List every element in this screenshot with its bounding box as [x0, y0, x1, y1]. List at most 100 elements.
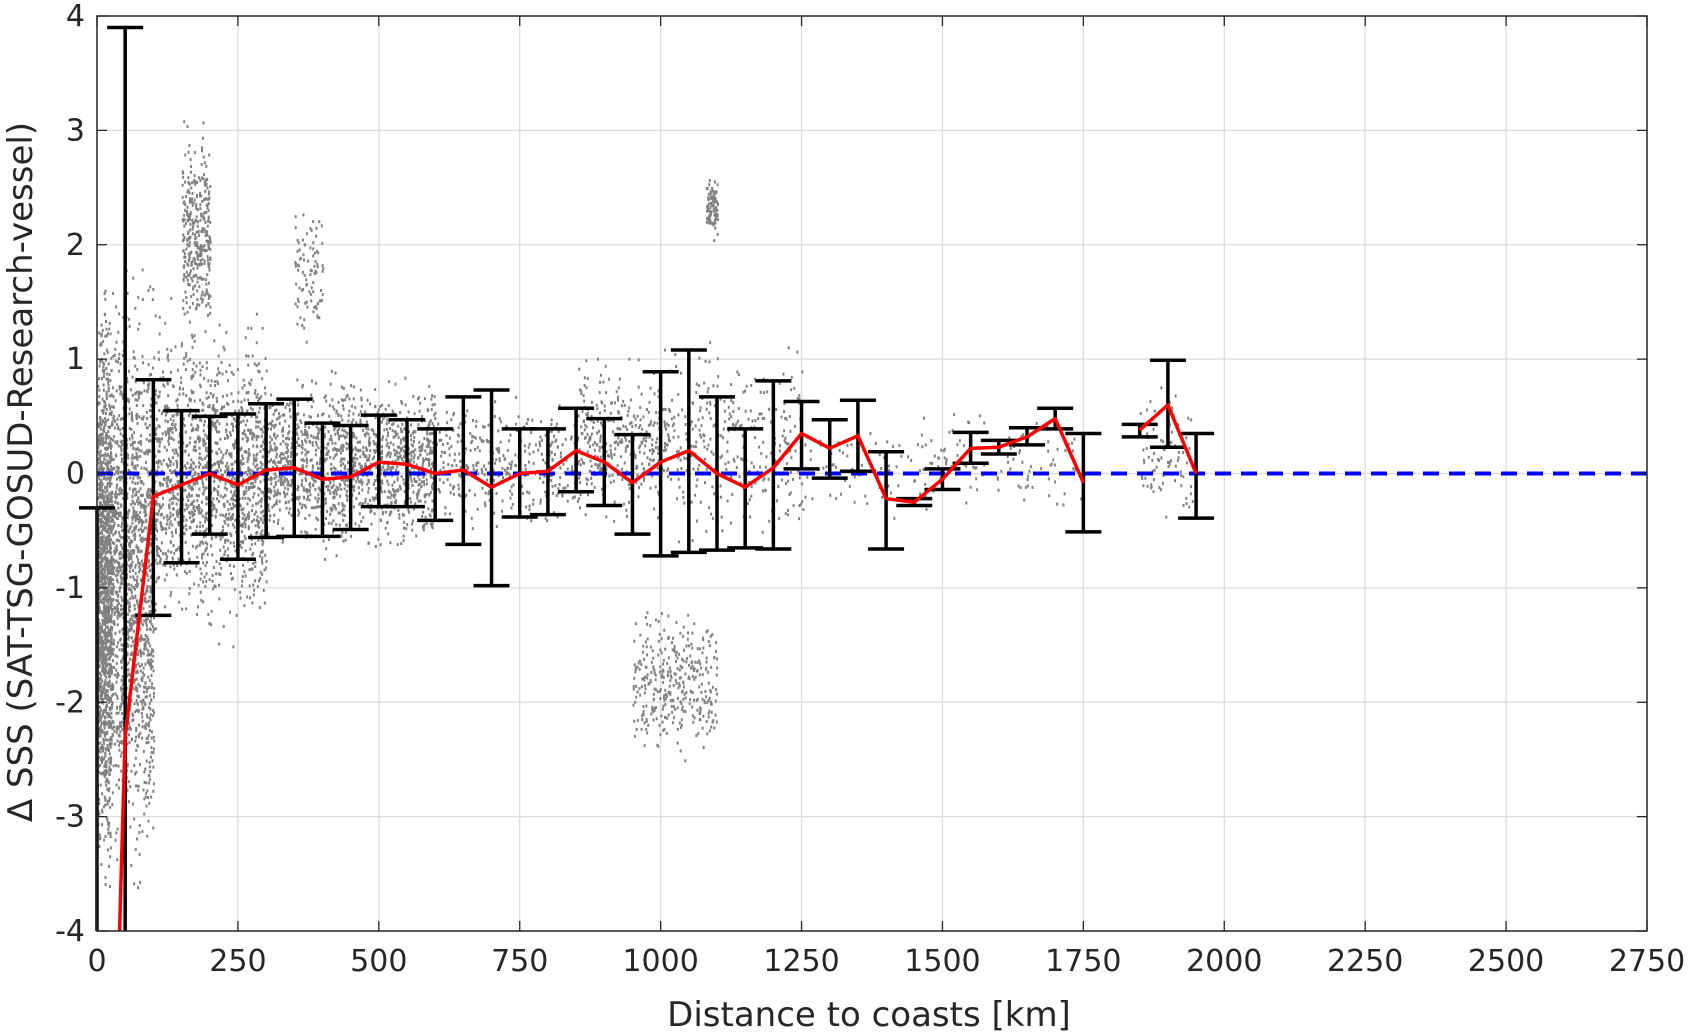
scatter-point: [101, 661, 104, 665]
scatter-point: [232, 425, 235, 429]
scatter-point: [120, 698, 123, 702]
scatter-point: [99, 629, 102, 633]
scatter-point: [190, 170, 193, 174]
scatter-point: [188, 586, 191, 590]
scatter-point: [148, 604, 151, 608]
scatter-point: [131, 453, 134, 457]
scatter-point: [110, 637, 113, 641]
scatter-point: [263, 518, 266, 522]
scatter-point: [188, 244, 191, 248]
scatter-point: [218, 463, 221, 467]
scatter-point: [115, 465, 118, 469]
scatter-point: [131, 517, 134, 521]
scatter-point: [190, 510, 193, 514]
scatter-point: [142, 666, 145, 670]
scatter-point: [132, 629, 135, 633]
scatter-point: [143, 504, 146, 508]
scatter-point: [202, 482, 205, 486]
scatter-point: [253, 433, 256, 437]
scatter-point: [267, 532, 270, 536]
scatter-point: [251, 469, 254, 473]
scatter-point: [202, 217, 205, 221]
scatter-point: [189, 357, 192, 361]
scatter-point: [246, 456, 249, 460]
scatter-point: [131, 540, 134, 544]
scatter-point: [120, 453, 123, 457]
scatter-point: [131, 617, 134, 621]
scatter-point: [134, 665, 137, 669]
scatter-point: [141, 736, 144, 740]
scatter-point: [106, 722, 109, 726]
scatter-region: [181, 120, 212, 340]
scatter-point: [127, 317, 130, 321]
scatter-point: [99, 449, 102, 453]
scatter-point: [235, 613, 238, 617]
scatter-point: [260, 531, 263, 535]
scatter-point: [159, 506, 162, 510]
scatter-point: [162, 409, 165, 413]
scatter-point: [133, 515, 136, 519]
scatter-point: [98, 631, 101, 635]
scatter-point: [186, 210, 189, 214]
scatter-point: [234, 409, 237, 413]
scatter-point: [232, 372, 235, 376]
scatter-point: [107, 748, 110, 752]
scatter-point: [141, 503, 144, 507]
scatter-point: [128, 400, 131, 404]
scatter-point: [111, 803, 114, 807]
scatter-point: [122, 434, 125, 438]
scatter-point: [307, 494, 310, 498]
scatter-point: [147, 724, 150, 728]
scatter-point: [134, 772, 137, 776]
scatter-point: [168, 429, 171, 433]
scatter-point: [148, 721, 151, 725]
scatter-point: [188, 483, 191, 487]
scatter-point: [107, 446, 110, 450]
scatter-point: [212, 393, 215, 397]
scatter-point: [111, 626, 114, 630]
scatter-point: [201, 458, 204, 462]
scatter-point: [100, 755, 103, 759]
scatter-point: [138, 533, 141, 537]
scatter-point: [252, 551, 255, 555]
scatter-point: [137, 694, 140, 698]
scatter-point: [106, 500, 109, 504]
scatter-point: [108, 629, 111, 633]
scatter-point: [180, 342, 183, 346]
scatter-point: [269, 490, 272, 494]
scatter-point: [166, 555, 169, 559]
scatter-point: [142, 482, 145, 486]
scatter-point: [107, 662, 110, 666]
scatter-point: [104, 319, 107, 323]
scatter-point: [167, 437, 170, 441]
scatter-point: [101, 622, 104, 626]
scatter-point: [97, 434, 100, 438]
scatter-point: [204, 486, 207, 490]
scatter-point: [129, 549, 132, 553]
scatter-point: [130, 563, 133, 567]
scatter-points: [97, 120, 1194, 890]
scatter-point: [200, 511, 203, 515]
scatter-point: [117, 531, 120, 535]
scatter-point: [205, 177, 208, 181]
scatter-point: [102, 546, 105, 550]
scatter-point: [106, 557, 109, 561]
scatter-point: [133, 680, 136, 684]
scatter-point: [259, 466, 262, 470]
scatter-point: [204, 293, 207, 297]
scatter-point: [172, 384, 175, 388]
scatter-point: [346, 484, 349, 488]
scatter-point: [137, 650, 140, 654]
scatter-point: [100, 423, 103, 427]
scatter-point: [202, 298, 205, 302]
scatter-point: [105, 327, 108, 331]
scatter-point: [187, 188, 190, 192]
scatter-point: [157, 395, 160, 399]
scatter-point: [151, 759, 154, 763]
scatter-point: [149, 587, 152, 591]
scatter-point: [200, 293, 203, 297]
scatter-point: [358, 480, 361, 484]
scatter-point: [111, 490, 114, 494]
scatter-point: [193, 399, 196, 403]
scatter-point: [140, 521, 143, 525]
